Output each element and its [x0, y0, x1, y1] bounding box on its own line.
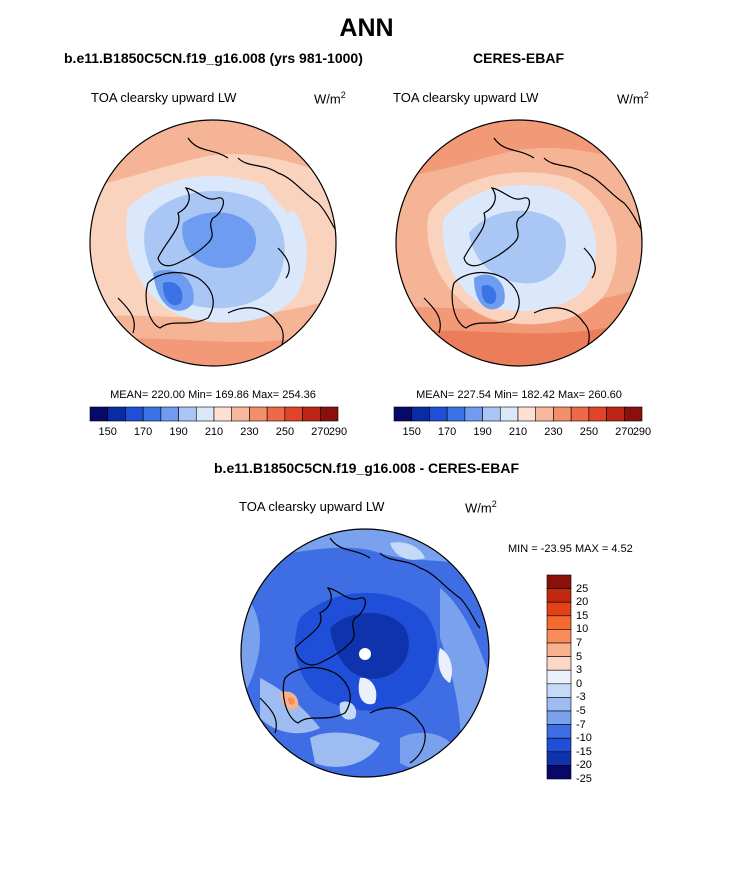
colorbar-swatch [213, 406, 233, 422]
colorbar-tick-label: 150 [98, 426, 117, 438]
colorbar-swatch [446, 406, 466, 422]
colorbar-swatch [546, 751, 572, 766]
colorbar-tick-label: 290 [632, 426, 652, 438]
colorbar-tick-label: -7 [576, 718, 586, 731]
colorbar-swatch [535, 406, 554, 422]
page-title: ANN [339, 14, 394, 42]
colorbar-tick-label: 250 [579, 426, 599, 438]
panel1-polar-map [89, 119, 337, 367]
colorbar-tick-label: 25 [576, 582, 589, 595]
panel3-colorbar-labels: 25 20 15 10 7 5 3 0 -3 -5 -7 -10 -15 -20… [576, 575, 616, 785]
colorbar-swatch [429, 406, 448, 422]
colorbar-tick-label: -3 [576, 691, 586, 704]
panel3-polar-map [240, 528, 490, 778]
colorbar-swatch [546, 724, 572, 739]
panel1-colorbar-labels: 150 170 190 210 230 250 270 290 [90, 426, 348, 440]
panel2-units: W/m2 [617, 90, 649, 107]
colorbar-swatch [623, 406, 643, 422]
panel2-colorbar-labels: 150 170 190 210 230 250 270 290 [394, 426, 652, 440]
colorbar-swatch [464, 406, 483, 422]
colorbar-tick-label: 210 [204, 426, 224, 438]
colorbar-tick-label: -25 [576, 773, 592, 785]
panel2-polar-map [395, 119, 643, 367]
colorbar-tick-label: 3 [576, 664, 583, 677]
colorbar-tick-label: 15 [576, 609, 589, 622]
panel3-stats: MIN = -23.95 MAX = 4.52 [508, 543, 633, 555]
pole-missing-data-dot [359, 648, 371, 660]
colorbar-swatch [517, 406, 537, 422]
colorbar-swatch [546, 697, 572, 712]
panel1-title: b.e11.B1850C5CN.f19_g16.008 (yrs 981-100… [64, 50, 363, 66]
colorbar-swatch [546, 669, 572, 685]
colorbar-tick-label: 150 [402, 426, 421, 438]
panel1-colorbar [89, 406, 339, 422]
colorbar-swatch [142, 406, 162, 422]
colorbar-swatch [125, 406, 144, 422]
colorbar-swatch [319, 406, 339, 422]
colorbar-tick-label: -10 [576, 732, 592, 745]
colorbar-tick-label: 230 [544, 426, 563, 438]
colorbar-tick-label: 170 [437, 426, 457, 438]
colorbar-tick-label: 250 [275, 426, 295, 438]
colorbar-tick-label: -5 [576, 705, 586, 717]
colorbar-swatch [553, 406, 572, 422]
panel3-title: b.e11.B1850C5CN.f19_g16.008 - CERES-EBAF [214, 460, 520, 476]
colorbar-swatch [231, 406, 250, 422]
panel3-colorbar [546, 574, 572, 780]
colorbar-swatch [284, 406, 303, 422]
panel3-units: W/m2 [465, 499, 497, 516]
colorbar-tick-label: 270 [311, 426, 330, 438]
panel2-variable: TOA clearsky upward LW [393, 90, 539, 105]
colorbar-swatch [302, 406, 321, 422]
colorbar-swatch [195, 406, 215, 422]
colorbar-swatch [107, 406, 126, 422]
colorbar-tick-label: 0 [576, 677, 583, 690]
colorbar-swatch [393, 406, 413, 422]
colorbar-swatch [546, 656, 572, 671]
colorbar-tick-label: 230 [240, 426, 259, 438]
colorbar-tick-label: 210 [508, 426, 528, 438]
colorbar-swatch [606, 406, 625, 422]
colorbar-tick-label: 190 [473, 426, 492, 438]
colorbar-swatch [546, 683, 572, 698]
colorbar-swatch [546, 574, 572, 589]
colorbar-tick-label: 190 [169, 426, 188, 438]
colorbar-tick-label: -20 [576, 759, 592, 772]
colorbar-swatch [160, 406, 179, 422]
panel2-stats: MEAN= 227.54 Min= 182.42 Max= 260.60 [416, 389, 622, 401]
colorbar-swatch [546, 588, 572, 603]
panel1-units: W/m2 [314, 90, 346, 107]
colorbar-tick-label: 270 [615, 426, 634, 438]
colorbar-swatch [266, 406, 286, 422]
colorbar-swatch [546, 765, 572, 780]
colorbar-swatch [546, 642, 572, 657]
colorbar-tick-label: 5 [576, 650, 583, 663]
colorbar-tick-label: 20 [576, 596, 589, 609]
panel2-title: CERES-EBAF [473, 50, 565, 66]
colorbar-swatch [546, 710, 572, 725]
colorbar-tick-label: 290 [328, 426, 348, 438]
colorbar-swatch [546, 601, 572, 617]
panel3-variable: TOA clearsky upward LW [239, 499, 385, 514]
panel2-colorbar [393, 406, 643, 422]
colorbar-tick-label: 10 [576, 623, 589, 636]
colorbar-swatch [546, 629, 572, 644]
colorbar-swatch [499, 406, 519, 422]
colorbar-swatch [588, 406, 607, 422]
panel1-stats: MEAN= 220.00 Min= 169.86 Max= 254.36 [110, 389, 316, 401]
colorbar-tick-label: 170 [133, 426, 153, 438]
colorbar-swatch [482, 406, 501, 422]
colorbar-swatch [249, 406, 268, 422]
colorbar-swatch [546, 737, 572, 753]
colorbar-swatch [89, 406, 109, 422]
colorbar-tick-label: 7 [576, 637, 583, 649]
colorbar-swatch [546, 615, 572, 630]
colorbar-swatch [411, 406, 430, 422]
panel1-variable: TOA clearsky upward LW [91, 90, 237, 105]
colorbar-tick-label: -15 [576, 745, 592, 758]
colorbar-swatch [570, 406, 590, 422]
colorbar-swatch [178, 406, 197, 422]
